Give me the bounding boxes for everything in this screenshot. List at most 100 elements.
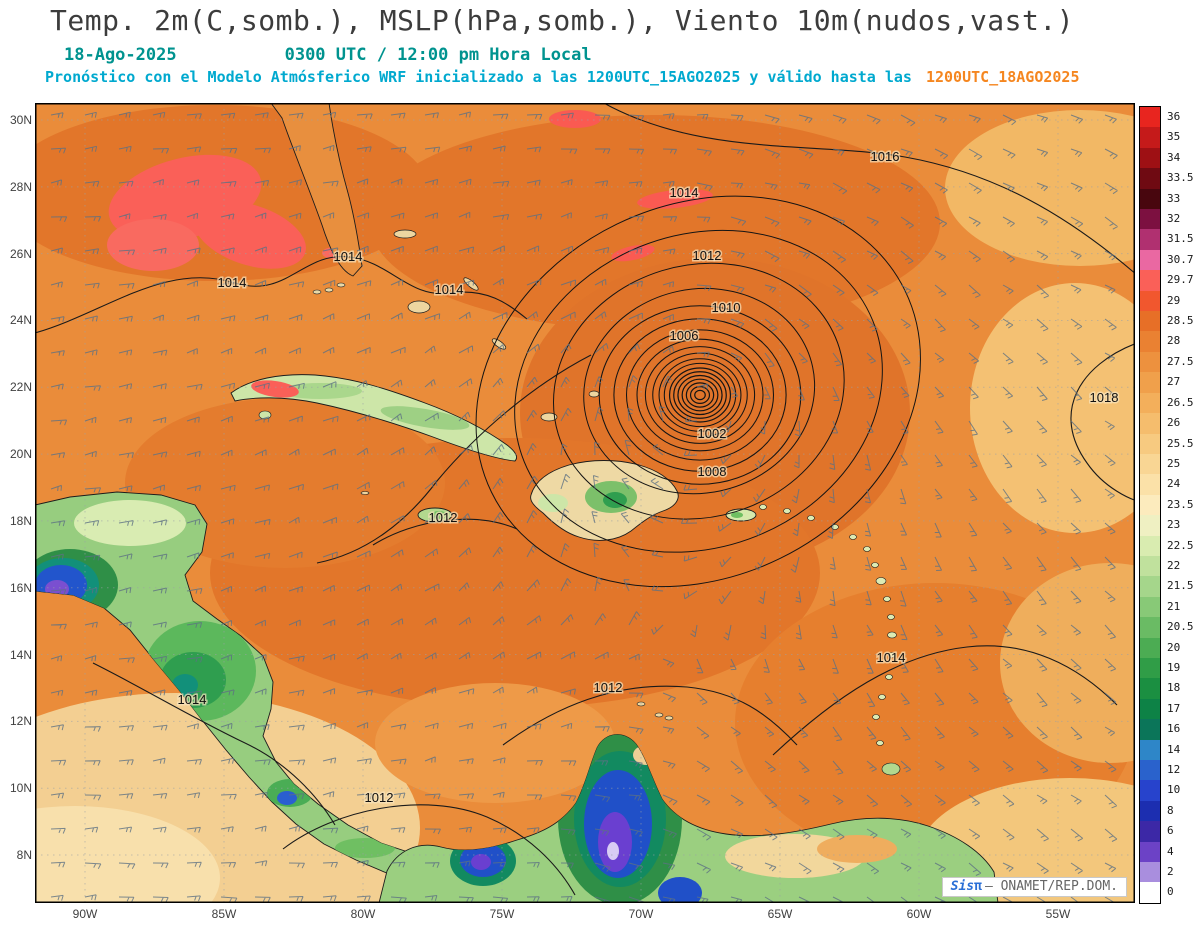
lat-tick-label: 20N — [9, 447, 32, 462]
colorbar-value: 0 — [1167, 885, 1174, 899]
colorbar-value: 22 — [1167, 558, 1181, 572]
watermark-org: — ONAMET/REP.DOM. — [984, 879, 1118, 894]
map-area: 1016 1014 1012 1010 1006 1002 1008 1014 1014 1014… — [35, 103, 1135, 903]
colorbar-swatch — [1140, 719, 1160, 740]
colorbar-value: 27 — [1167, 375, 1181, 389]
colorbar-value: 36 — [1167, 110, 1181, 123]
colorbar-swatch — [1140, 453, 1160, 475]
colorbar-value: 21 — [1167, 599, 1181, 613]
contour-label: 1014 — [178, 692, 207, 707]
colorbar-value: 4 — [1167, 844, 1174, 858]
contour-label: 1012 — [594, 680, 623, 695]
colorbar-swatch — [1140, 862, 1160, 883]
contour-label: 1014 — [877, 650, 906, 665]
lat-tick-label: 8N — [16, 848, 32, 863]
contour-label: 1006 — [670, 328, 699, 343]
colorbar-value: 35 — [1167, 130, 1181, 144]
colorbar-swatch — [1140, 698, 1160, 720]
page-title: Temp. 2m(C,somb.), MSLP(hPa,somb.), Vien… — [50, 4, 1075, 37]
watermark-brand: Sis — [950, 879, 975, 894]
colorbar-swatch — [1140, 657, 1160, 679]
colorbar-swatch — [1140, 800, 1160, 822]
lon-tick-label: 70W — [628, 907, 654, 921]
contour-label: 1012 — [429, 510, 458, 525]
florida — [270, 103, 363, 277]
colorbar-swatch — [1140, 760, 1160, 781]
colorbar-swatch — [1140, 249, 1160, 271]
colorbar-value: 22.5 — [1167, 538, 1194, 552]
lat-tick-label: 18N — [9, 513, 32, 528]
colorbar-swatch — [1140, 331, 1160, 352]
colorbar-swatch — [1140, 413, 1160, 434]
lat-tick-label: 22N — [9, 380, 32, 395]
colorbar-value: 20.5 — [1167, 620, 1194, 634]
colorbar-swatch — [1140, 372, 1160, 393]
lon-tick-label: 85W — [211, 907, 237, 921]
lat-tick-label: 26N — [9, 246, 32, 261]
colorbar-value: 29 — [1167, 293, 1181, 307]
colorbar-value: 33.5 — [1167, 171, 1194, 185]
colorbar-swatch — [1140, 311, 1160, 332]
colorbar-swatch — [1140, 515, 1160, 536]
colorbar-swatch — [1140, 229, 1160, 250]
forecast-local-time: 0300 UTC / 12:00 pm Hora Local — [284, 45, 592, 65]
forecast-map-canvas: 1016 1014 1012 1010 1006 1002 1008 1014 1014 1014… — [35, 103, 1135, 903]
colorbar-swatch — [1140, 209, 1160, 230]
colorbar-swatch — [1140, 555, 1160, 577]
bahamas — [393, 229, 600, 422]
colorbar-value: 12 — [1167, 763, 1181, 776]
colorbar-swatch — [1140, 392, 1160, 414]
colorbar-swatch — [1140, 882, 1160, 903]
lon-tick-label: 80W — [350, 907, 376, 921]
colorbar-value: 6 — [1167, 824, 1174, 838]
colorbar-value: 8 — [1167, 803, 1174, 817]
colorbar-swatch — [1140, 678, 1160, 699]
colorbar-value: 34 — [1167, 150, 1181, 164]
contour-labels-layer: 1016 1014 1012 1010 1006 1002 1008 1014 1014 1014… — [176, 148, 1120, 807]
temperature-colorbar: 36 35 34 33.5 33 32 31.5 30.7 29.7 29 28.5 28 27.5 27… — [1139, 106, 1199, 906]
colorbar-value: 17 — [1167, 701, 1181, 715]
colorbar-swatch — [1140, 433, 1160, 454]
graticule-gridlines — [35, 103, 1135, 903]
colorbar-swatch — [1140, 127, 1160, 148]
colorbar-swatch — [1140, 841, 1160, 863]
colorbar-value: 25.5 — [1167, 436, 1194, 450]
hispaniola-highlands — [538, 481, 637, 513]
lat-tick-label: 28N — [9, 179, 32, 194]
lesser-antilles — [759, 504, 901, 776]
colorbar-swatches — [1139, 106, 1161, 904]
colorbar-value: 16 — [1167, 722, 1181, 736]
watermark-pi-symbol: π — [974, 879, 982, 894]
colorbar-swatch — [1140, 351, 1160, 373]
colorbar-swatch — [1140, 617, 1160, 638]
cayman — [360, 491, 370, 495]
lon-tick-label: 55W — [1045, 907, 1071, 921]
pressure-contours — [35, 103, 1135, 896]
colorbar-value: 25 — [1167, 456, 1181, 470]
forecast-valid-until: 1200UTC_18AGO2025 — [925, 68, 1080, 86]
contour-label: 1018 — [1090, 390, 1119, 405]
lat-tick-label: 16N — [9, 580, 32, 595]
wind-barbs-layer — [50, 111, 1118, 903]
colorbar-value: 26 — [1167, 416, 1181, 430]
colorbar-swatch — [1140, 576, 1160, 597]
colorbar-value: 28.5 — [1167, 314, 1194, 328]
lat-tick-label: 12N — [9, 714, 32, 729]
colorbar-value: 20 — [1167, 640, 1181, 654]
contour-label: 1002 — [698, 426, 727, 441]
contour-label: 1014 — [334, 249, 363, 264]
contour-label: 1012 — [365, 790, 394, 805]
colorbar-value: 2 — [1167, 865, 1174, 879]
colorbar-value: 32 — [1167, 212, 1181, 226]
colorbar-value: 18 — [1167, 681, 1181, 695]
colorbar-swatch — [1140, 107, 1160, 128]
forecast-info-line: Pronóstico con el Modelo Atmósferico WRF… — [45, 68, 1079, 86]
warm-anomaly-patches — [107, 110, 713, 271]
colorbar-tick-labels: 36 35 34 33.5 33 32 31.5 30.7 29.7 29 28.5 28 27.5 27… — [1167, 107, 1194, 903]
hurricane-isobars — [475, 195, 921, 588]
colorbar-value: 24 — [1167, 477, 1181, 491]
watermark: Sisπ — ONAMET/REP.DOM. — [941, 877, 1127, 897]
contour-label: 1008 — [698, 464, 727, 479]
forecast-date: 18-Ago-2025 — [64, 45, 177, 65]
